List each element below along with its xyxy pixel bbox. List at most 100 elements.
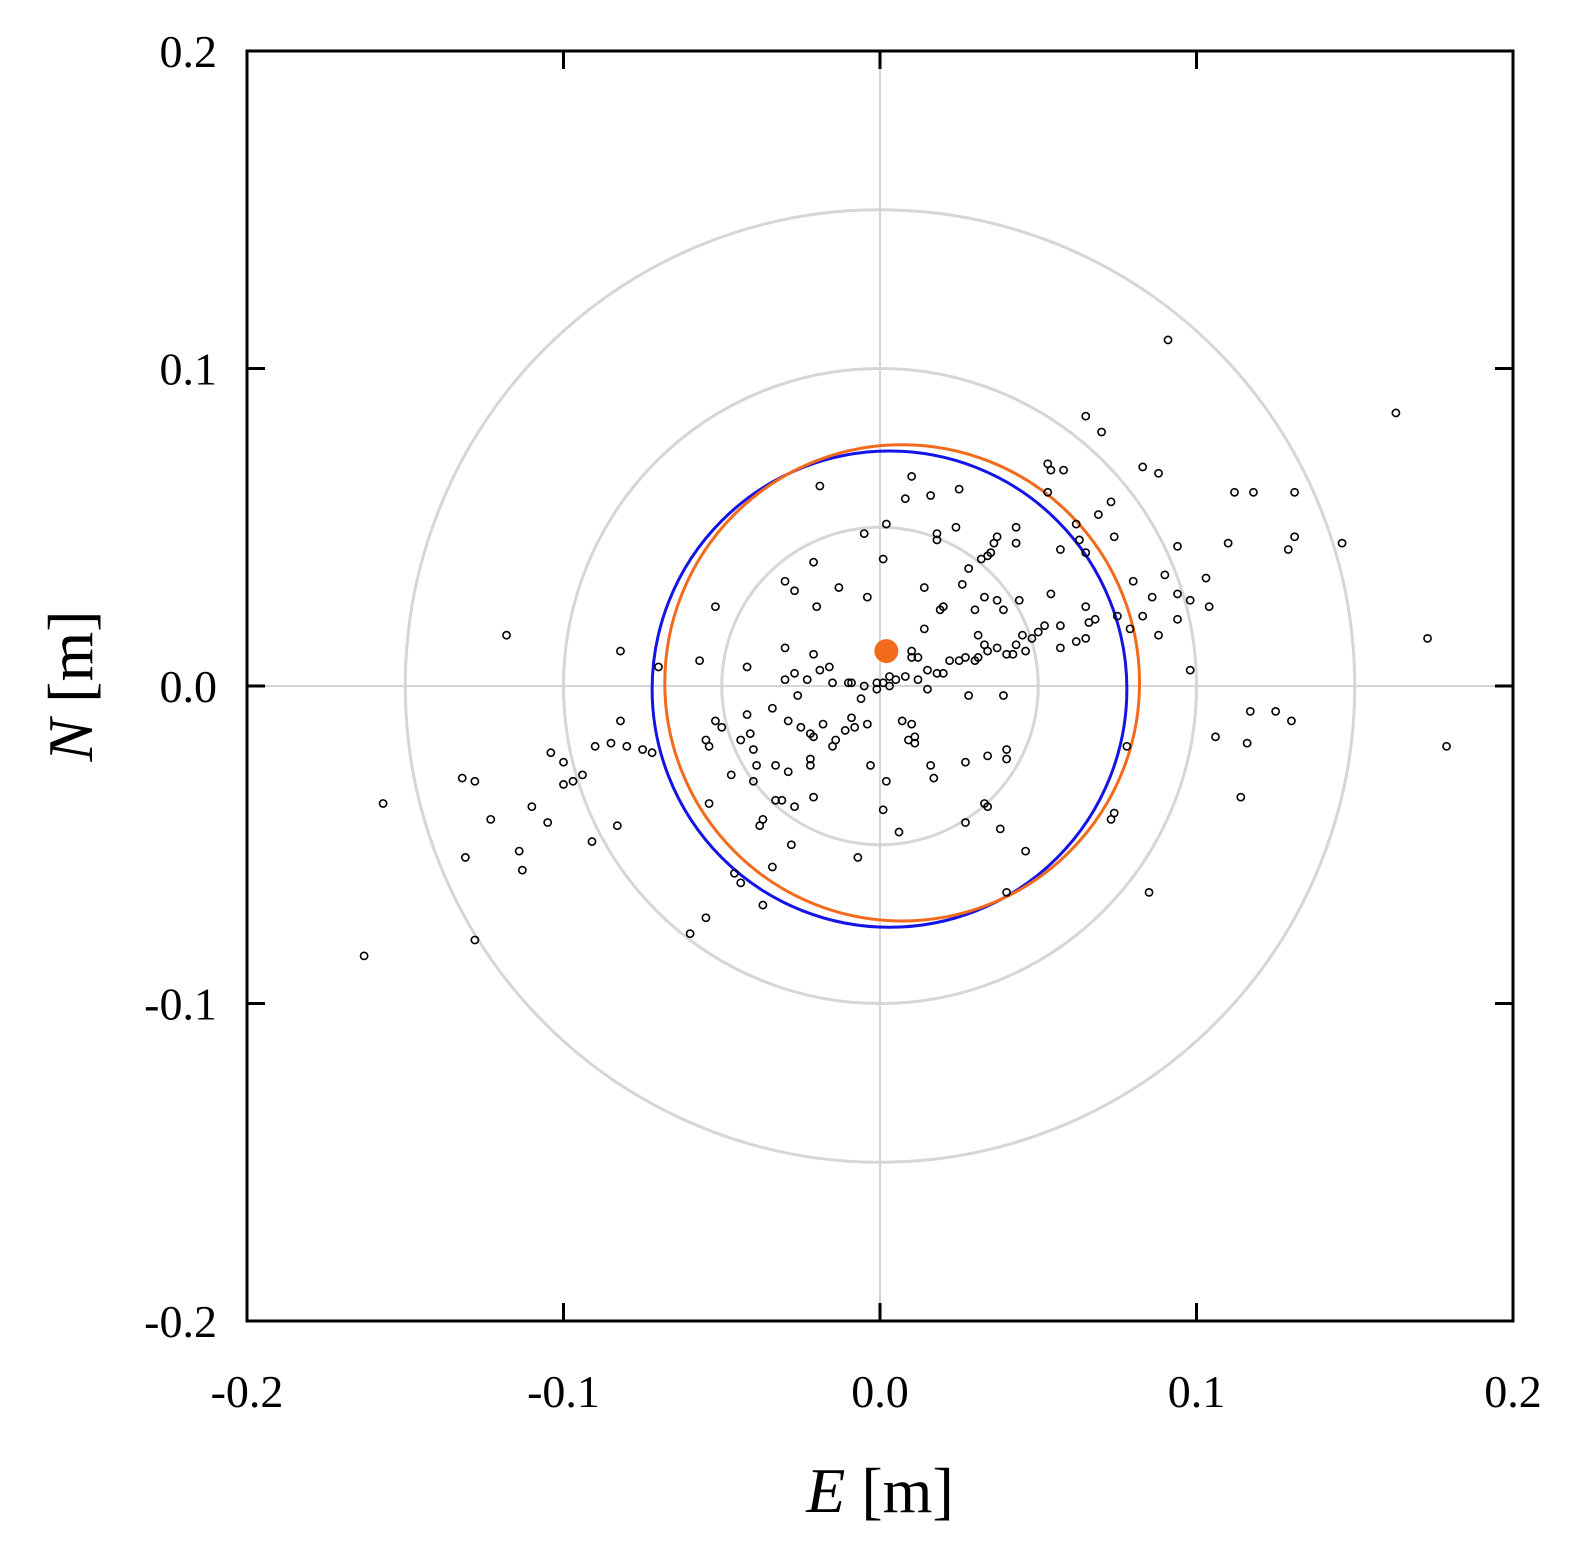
- data-point: [973, 630, 983, 640]
- data-point: [957, 580, 967, 589]
- data-point: [1109, 532, 1119, 542]
- data-point: [1147, 592, 1157, 602]
- data-point: [815, 665, 825, 675]
- data-point: [894, 827, 904, 837]
- data-point: [938, 668, 948, 678]
- data-point: [1185, 595, 1195, 605]
- data-point: [1173, 589, 1182, 599]
- data-point: [1160, 570, 1170, 580]
- reference-circle: [562, 367, 1198, 1005]
- data-point: [742, 662, 752, 672]
- y-axis-unit: [m]: [35, 610, 106, 702]
- data-point: [685, 929, 695, 939]
- data-point: [961, 757, 970, 767]
- data-point: [695, 656, 704, 665]
- x-tick-label: 0.1: [1168, 1366, 1226, 1417]
- data-point: [736, 735, 746, 745]
- data-point: [711, 716, 720, 726]
- data-point: [1081, 633, 1091, 643]
- data-point: [904, 735, 913, 745]
- data-point: [1081, 411, 1091, 421]
- data-point: [1002, 649, 1011, 659]
- data-point: [1249, 487, 1258, 497]
- x-axis-unit: [m]: [861, 1455, 953, 1526]
- data-point: [983, 802, 993, 812]
- data-point: [460, 853, 470, 862]
- data-point: [527, 802, 537, 812]
- data-point: [616, 646, 625, 656]
- data-point: [1056, 643, 1065, 653]
- data-point: [717, 722, 727, 732]
- data-point: [1002, 745, 1011, 754]
- data-point: [850, 722, 860, 732]
- data-point: [1093, 510, 1103, 519]
- data-point: [790, 668, 799, 678]
- data-point: [1154, 468, 1163, 478]
- data-point: [612, 821, 622, 831]
- blue-circle: [650, 449, 1129, 929]
- data-point: [932, 535, 942, 545]
- data-point: [1033, 627, 1043, 637]
- data-point: [780, 675, 790, 685]
- data-point: [828, 678, 837, 688]
- data-point: [840, 726, 850, 735]
- data-point: [1144, 887, 1154, 897]
- data-point: [907, 472, 917, 481]
- data-point: [1122, 741, 1132, 751]
- x-tick-label: -0.1: [527, 1366, 600, 1417]
- data-point: [815, 481, 825, 491]
- data-point: [771, 760, 780, 770]
- data-point: [1018, 630, 1027, 640]
- x-axis-var: E: [805, 1455, 845, 1526]
- data-point: [913, 675, 923, 685]
- data-point: [1040, 621, 1049, 631]
- data-point: [1011, 640, 1021, 650]
- data-point: [1014, 595, 1024, 605]
- data-point: [546, 748, 556, 758]
- y-tick-labels: -0.2 -0.1 0.0 0.1 0.2: [144, 26, 217, 1347]
- fitted-circles: [650, 443, 1142, 929]
- x-tick-labels: -0.2 -0.1 0.0 0.1 0.2: [211, 1366, 1542, 1417]
- data-point: [783, 716, 793, 726]
- data-point: [1002, 887, 1011, 897]
- data-point: [1163, 335, 1173, 345]
- data-point: [809, 649, 818, 659]
- data-point: [704, 741, 714, 751]
- data-point: [726, 770, 736, 780]
- data-point: [771, 795, 780, 805]
- data-point: [470, 776, 480, 786]
- reference-circle: [403, 208, 1357, 1164]
- data-point: [885, 681, 894, 691]
- data-point: [749, 745, 758, 754]
- data-point: [935, 605, 945, 615]
- data-point: [502, 630, 511, 640]
- data-point: [559, 757, 568, 767]
- data-point: [1204, 602, 1214, 612]
- data-point: [992, 643, 1002, 653]
- data-point: [824, 662, 834, 672]
- data-point: [543, 818, 553, 827]
- data-point: [1442, 741, 1451, 751]
- data-point: [809, 732, 818, 742]
- data-point: [926, 491, 936, 500]
- data-point: [992, 595, 1002, 605]
- data-point: [1211, 732, 1220, 742]
- reference-grid: [247, 51, 1513, 1321]
- data-point: [1423, 633, 1432, 643]
- mean-marker: [874, 639, 899, 664]
- data-point: [1185, 665, 1195, 675]
- y-tick-label: -0.2: [144, 1296, 217, 1347]
- data-point: [923, 684, 932, 694]
- data-point: [742, 710, 752, 719]
- data-point: [559, 780, 568, 789]
- data-point: [891, 675, 901, 685]
- data-point: [1056, 545, 1065, 554]
- y-tick-label: -0.1: [144, 979, 217, 1030]
- data-point: [704, 799, 714, 808]
- mean-point: [874, 639, 899, 664]
- data-point: [1290, 487, 1300, 497]
- data-point: [767, 862, 777, 872]
- data-point: [786, 840, 796, 850]
- data-point: [1008, 649, 1018, 659]
- data-point: [1138, 611, 1148, 621]
